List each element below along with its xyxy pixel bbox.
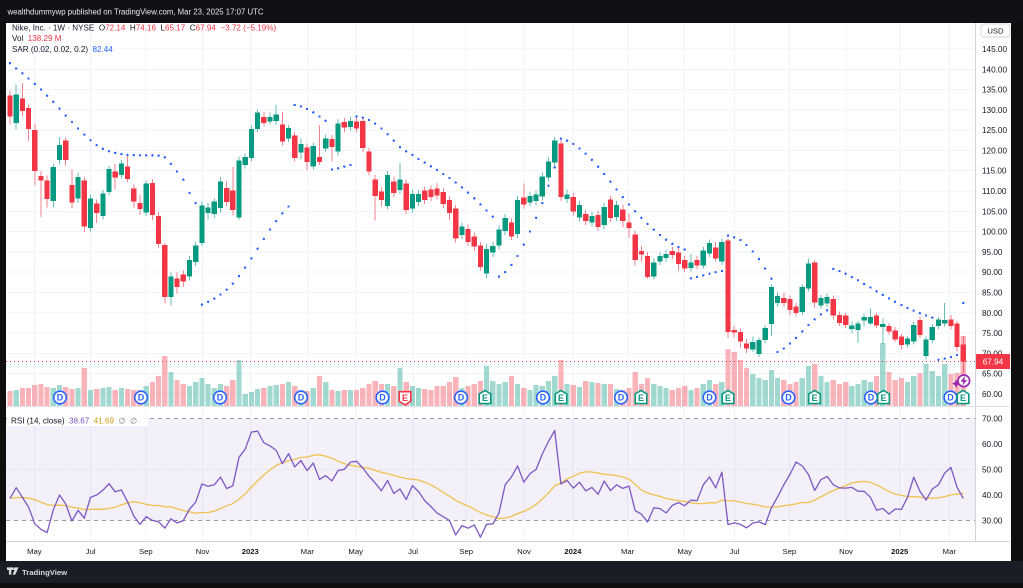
svg-text:125.00: 125.00 (982, 126, 1007, 135)
svg-text:E: E (725, 393, 731, 403)
svg-text:Sep: Sep (139, 547, 153, 556)
svg-text:Jul: Jul (729, 547, 739, 556)
svg-text:E: E (880, 393, 886, 403)
svg-text:D: D (379, 393, 386, 403)
svg-text:D: D (57, 393, 64, 403)
svg-text:E: E (960, 393, 966, 403)
svg-text:85.00: 85.00 (982, 289, 1003, 298)
svg-text:2024: 2024 (564, 547, 582, 556)
svg-text:Jul: Jul (86, 547, 96, 556)
svg-text:E: E (558, 393, 564, 403)
svg-text:D: D (540, 393, 547, 403)
svg-text:2023: 2023 (242, 547, 259, 556)
svg-text:E: E (811, 393, 817, 403)
svg-text:130.00: 130.00 (982, 106, 1007, 115)
svg-text:30.00: 30.00 (982, 517, 1003, 526)
svg-text:E: E (482, 393, 488, 403)
svg-text:D: D (785, 393, 792, 403)
svg-text:D: D (618, 393, 625, 403)
svg-text:E: E (638, 393, 644, 403)
svg-text:May: May (677, 547, 692, 556)
svg-text:wealthdummywp published on Tra: wealthdummywp published on TradingView.c… (7, 8, 264, 17)
svg-text:D: D (298, 393, 305, 403)
svg-text:Nov: Nov (839, 547, 853, 556)
svg-text:115.00: 115.00 (982, 167, 1007, 176)
svg-text:140.00: 140.00 (982, 65, 1007, 74)
svg-text:D: D (217, 393, 224, 403)
svg-text:D: D (458, 393, 465, 403)
svg-text:65.00: 65.00 (982, 370, 1003, 379)
svg-text:50.00: 50.00 (982, 466, 1003, 475)
svg-text:May: May (27, 547, 42, 556)
svg-text:May: May (348, 547, 363, 556)
svg-text:TradingView: TradingView (22, 568, 67, 577)
svg-text:40.00: 40.00 (982, 491, 1003, 500)
svg-text:Nike, Inc. · 1W · NYSE O72.14: Nike, Inc. · 1W · NYSE O72.14 H74.16 L65… (12, 24, 276, 33)
svg-text:80.00: 80.00 (982, 309, 1003, 318)
svg-text:Mar: Mar (943, 547, 957, 556)
svg-text:145.00: 145.00 (982, 45, 1007, 54)
svg-text:D: D (138, 393, 145, 403)
svg-text:D: D (868, 393, 875, 403)
svg-text:2025: 2025 (891, 547, 909, 556)
svg-text:70.00: 70.00 (982, 349, 1003, 358)
svg-text:67.94: 67.94 (983, 358, 1004, 367)
svg-text:Nov: Nov (517, 547, 531, 556)
svg-text:70.00: 70.00 (982, 415, 1003, 424)
svg-text:Jul: Jul (408, 547, 418, 556)
svg-text:60.00: 60.00 (982, 440, 1003, 449)
svg-text:95.00: 95.00 (982, 248, 1003, 257)
svg-text:100.00: 100.00 (982, 228, 1007, 237)
svg-text:Mar: Mar (301, 547, 315, 556)
svg-text:SAR (0.02, 0.02, 0.2) 82.44: SAR (0.02, 0.02, 0.2) 82.44 (12, 45, 113, 54)
svg-text:60.00: 60.00 (982, 390, 1003, 399)
svg-text:E: E (402, 393, 408, 403)
svg-text:Sep: Sep (782, 547, 796, 556)
svg-text:USD: USD (987, 27, 1004, 36)
svg-text:120.00: 120.00 (982, 146, 1007, 155)
svg-text:Mar: Mar (621, 547, 635, 556)
svg-text:110.00: 110.00 (982, 187, 1007, 196)
svg-text:Sep: Sep (459, 547, 473, 556)
svg-text:Nov: Nov (196, 547, 210, 556)
svg-text:D: D (947, 393, 954, 403)
svg-text:135.00: 135.00 (982, 86, 1007, 95)
svg-text:105.00: 105.00 (982, 207, 1007, 216)
svg-text:RSI (14, close) 38.67 41.69: RSI (14, close) 38.67 41.69 ∅ ∅ (11, 417, 137, 426)
svg-text:Vol 138.29 M: Vol 138.29 M (12, 34, 62, 43)
svg-text:75.00: 75.00 (982, 329, 1003, 338)
svg-text:D: D (706, 393, 713, 403)
svg-text:90.00: 90.00 (982, 268, 1003, 277)
